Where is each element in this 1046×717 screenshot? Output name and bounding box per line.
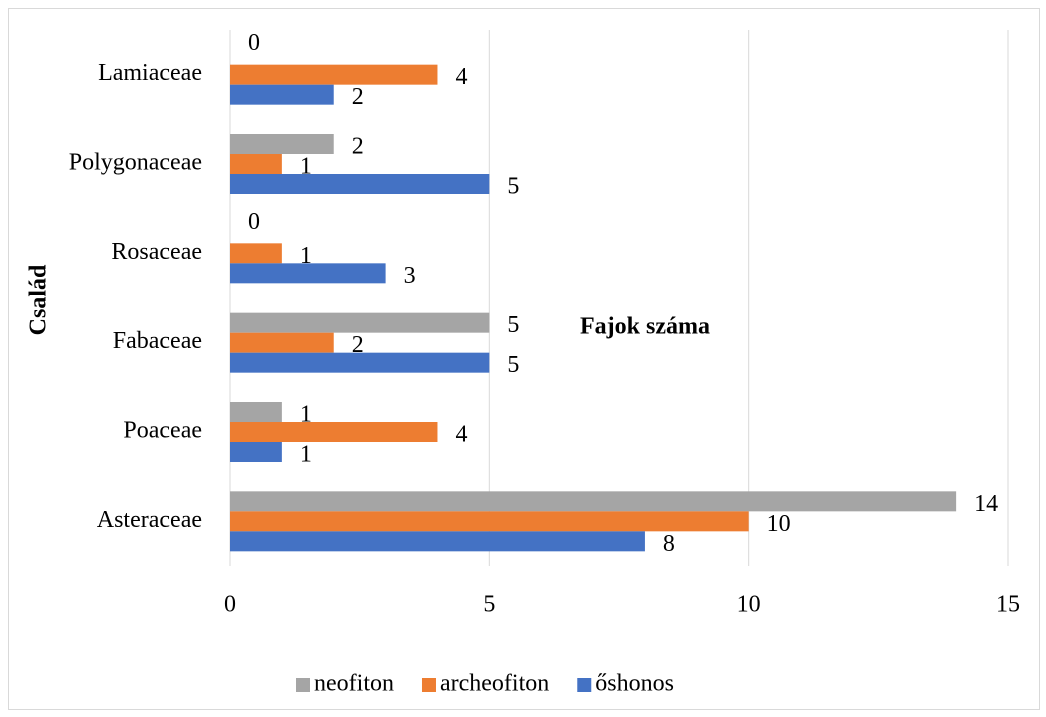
bar: [230, 154, 282, 174]
data-label: 10: [767, 511, 791, 537]
data-label: 0: [248, 209, 260, 235]
data-label: 4: [455, 422, 467, 448]
y-axis-title: Család: [26, 264, 52, 335]
data-label: 0: [248, 30, 260, 56]
data-label: 2: [352, 332, 364, 358]
legend-swatch: [577, 678, 592, 692]
bar: [230, 442, 282, 462]
y-tick-label: Rosaceae: [111, 239, 202, 265]
data-label: 1: [300, 402, 312, 428]
x-tick-label: 10: [737, 592, 761, 618]
x-axis-title: Fajok száma: [580, 314, 710, 340]
bar: [230, 84, 334, 105]
bar: [230, 174, 490, 194]
chart-border: [8, 8, 1040, 710]
legend-label: őshonos: [595, 671, 674, 697]
data-label: 5: [507, 352, 519, 378]
data-label: 1: [300, 243, 312, 269]
data-label: 1: [300, 154, 312, 180]
x-tick-label: 5: [483, 592, 495, 618]
data-label: 4: [455, 64, 467, 90]
y-tick-label: Lamiaceae: [98, 60, 202, 86]
bar: [230, 402, 282, 422]
bar: [230, 134, 334, 154]
bar: [230, 64, 438, 85]
data-label: 5: [507, 174, 519, 200]
bar: [230, 243, 282, 264]
bar: [230, 312, 490, 333]
bar: [230, 531, 645, 552]
data-label: 5: [507, 312, 519, 338]
x-tick-label: 0: [224, 592, 236, 618]
legend-swatch: [421, 678, 436, 692]
y-tick-label: Poaceae: [123, 418, 202, 444]
data-label: 3: [404, 263, 416, 289]
y-tick-label: Asteraceae: [97, 507, 202, 533]
bar: [230, 332, 334, 353]
legend-label: neofiton: [314, 671, 394, 697]
data-label: 2: [352, 84, 364, 110]
data-label: 1: [300, 442, 312, 468]
data-label: 2: [352, 134, 364, 160]
y-tick-label: Fabaceae: [113, 328, 202, 354]
bar: [230, 352, 490, 373]
data-label: 8: [663, 531, 675, 557]
data-label: 14: [974, 491, 998, 517]
legend-label: archeofiton: [440, 671, 549, 697]
bar: [230, 491, 957, 512]
bar: [230, 263, 386, 284]
bar: [230, 511, 749, 532]
y-tick-label: Polygonaceae: [69, 150, 202, 176]
legend-swatch: [296, 678, 310, 692]
bar: [230, 422, 438, 442]
x-tick-label: 15: [996, 592, 1020, 618]
